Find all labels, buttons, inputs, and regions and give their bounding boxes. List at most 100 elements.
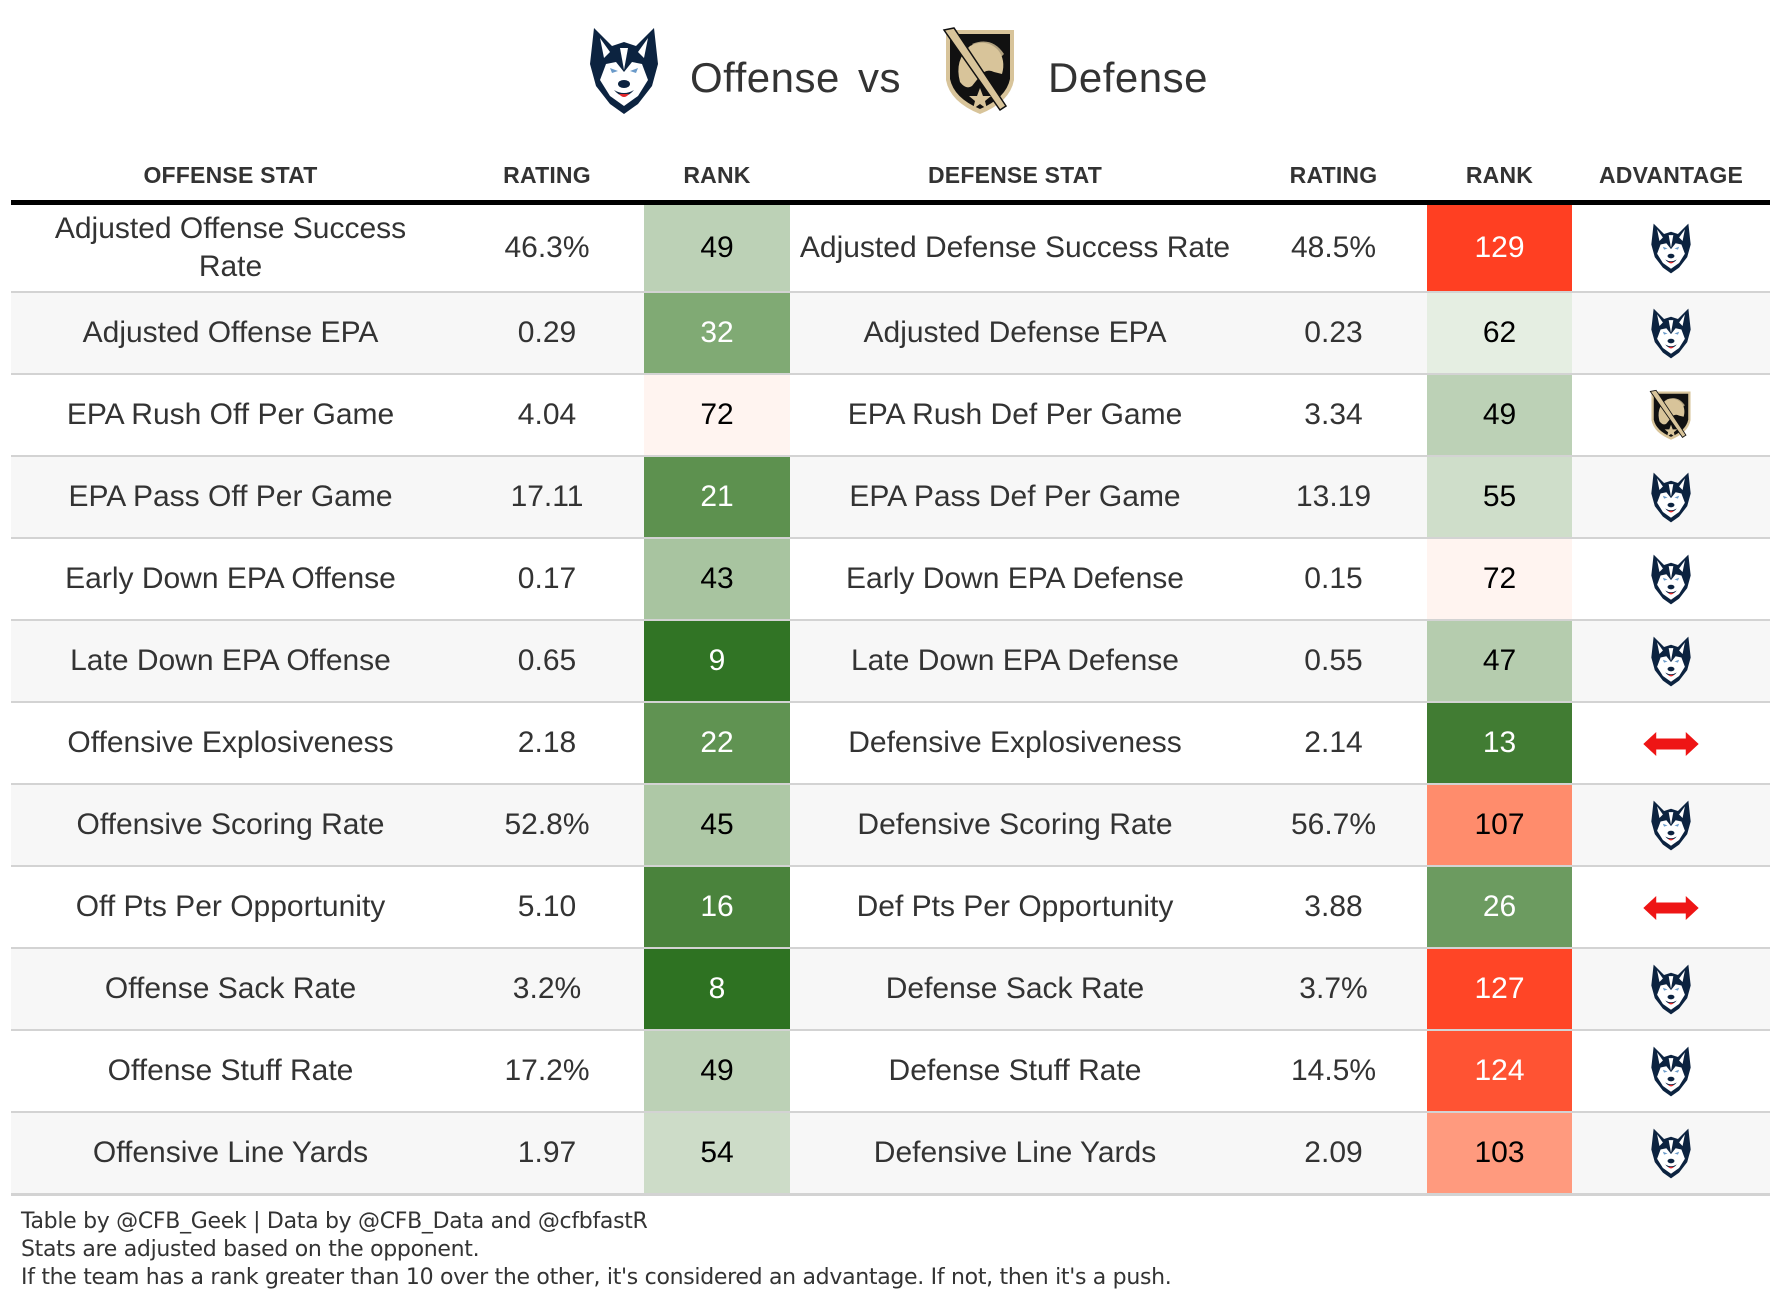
army-black-knight-icon [1648, 388, 1694, 442]
defense-rating-cell: 0.55 [1240, 620, 1427, 703]
table-row: EPA Pass Off Per Game 17.11 21 EPA Pass Def… [11, 456, 1770, 539]
defense-stat-cell: Defense Stuff Rate [790, 1030, 1240, 1113]
advantage-cell [1572, 292, 1770, 375]
header-defense-stat: DEFENSE STAT [790, 150, 1240, 205]
offense-stat-cell: EPA Pass Off Per Game [11, 456, 450, 539]
offense-stat-cell: Offensive Scoring Rate [11, 784, 450, 867]
push-arrow-icon [1643, 896, 1699, 920]
table-row: Early Down EPA Offense 0.17 43 Early Down E… [11, 538, 1770, 621]
advantage-cell [1572, 374, 1770, 457]
offense-rating-cell: 0.65 [450, 620, 644, 703]
offense-rating-cell: 4.04 [450, 374, 644, 457]
table-row: Late Down EPA Offense 0.65 9 Late Down EPA … [11, 620, 1770, 703]
uconn-husky-icon [1649, 1126, 1693, 1181]
defense-rating-cell: 0.23 [1240, 292, 1427, 375]
offense-rank-cell: 54 [644, 1112, 790, 1196]
defense-rank-cell: 49 [1427, 374, 1572, 457]
defense-rank-cell: 129 [1427, 202, 1572, 293]
offense-stat-cell: Early Down EPA Offense [11, 538, 450, 621]
offense-stat-cell: Late Down EPA Offense [11, 620, 450, 703]
uconn-husky-logo-icon [586, 24, 662, 118]
offense-rating-cell: 3.2% [450, 948, 644, 1031]
uconn-husky-icon [1649, 221, 1693, 276]
defense-rating-cell: 3.34 [1240, 374, 1427, 457]
advantage-cell [1572, 948, 1770, 1031]
defense-stat-cell: Def Pts Per Opportunity [790, 866, 1240, 949]
offense-rating-cell: 0.17 [450, 538, 644, 621]
uconn-husky-icon [1649, 634, 1693, 689]
advantage-cell [1572, 620, 1770, 703]
advantage-cell [1572, 456, 1770, 539]
offense-stat-cell: Offense Sack Rate [11, 948, 450, 1031]
advantage-cell [1572, 784, 1770, 867]
defense-stat-cell: Late Down EPA Defense [790, 620, 1240, 703]
defense-rank-cell: 124 [1427, 1030, 1572, 1113]
table-row: Off Pts Per Opportunity 5.10 16 Def Pts Per… [11, 866, 1770, 949]
footer-adjusted-note: Stats are adjusted based on the opponent… [21, 1237, 480, 1262]
uconn-husky-icon [1649, 306, 1693, 361]
uconn-husky-icon [1649, 798, 1693, 853]
offense-stat-cell: Off Pts Per Opportunity [11, 866, 450, 949]
table-row: Offense Sack Rate 3.2% 8 Defense Sack Rate 3… [11, 948, 1770, 1031]
offense-rank-cell: 16 [644, 866, 790, 949]
offense-stat-cell: EPA Rush Off Per Game [11, 374, 450, 457]
offense-rank-cell: 8 [644, 948, 790, 1031]
table-row: Offense Stuff Rate 17.2% 49 Defense Stuff R… [11, 1030, 1770, 1113]
table-row: Adjusted Offense Success Rate 46.3% 49 Adju… [11, 202, 1770, 293]
offense-rating-cell: 2.18 [450, 702, 644, 785]
table-row: Offensive Explosiveness 2.18 22 Defensive E… [11, 702, 1770, 785]
defense-stat-cell: Defensive Scoring Rate [790, 784, 1240, 867]
defense-rating-cell: 2.09 [1240, 1112, 1427, 1196]
defense-rank-cell: 103 [1427, 1112, 1572, 1196]
offense-rank-cell: 45 [644, 784, 790, 867]
header-advantage: ADVANTAGE [1572, 150, 1770, 205]
offense-rank-cell: 43 [644, 538, 790, 621]
matchup-stats-table: OFFENSE STAT RATING RANK DEFENSE STAT RA… [11, 150, 1770, 1196]
offense-rank-cell: 32 [644, 292, 790, 375]
defense-rank-cell: 55 [1427, 456, 1572, 539]
uconn-husky-icon [1649, 962, 1693, 1017]
defense-stat-cell: Early Down EPA Defense [790, 538, 1240, 621]
defense-rank-cell: 127 [1427, 948, 1572, 1031]
defense-rating-cell: 13.19 [1240, 456, 1427, 539]
defense-rating-cell: 3.7% [1240, 948, 1427, 1031]
defense-rank-cell: 62 [1427, 292, 1572, 375]
defense-stat-cell: EPA Rush Def Per Game [790, 374, 1240, 457]
defense-rank-cell: 26 [1427, 866, 1572, 949]
army-black-knight-logo-icon [940, 24, 1020, 118]
defense-stat-cell: EPA Pass Def Per Game [790, 456, 1240, 539]
table-row: Adjusted Offense EPA 0.29 32 Adjusted Defen… [11, 292, 1770, 375]
defense-rating-cell: 14.5% [1240, 1030, 1427, 1113]
header-defense-rating: RATING [1240, 150, 1427, 205]
advantage-cell [1572, 1112, 1770, 1196]
defense-rank-cell: 107 [1427, 784, 1572, 867]
offense-rating-cell: 46.3% [450, 202, 644, 293]
advantage-cell [1572, 1030, 1770, 1113]
offense-rating-cell: 17.2% [450, 1030, 644, 1113]
defense-stat-cell: Adjusted Defense EPA [790, 292, 1240, 375]
footer-notes: Table by @CFB_Geek | Data by @CFB_Data a… [21, 1208, 1172, 1292]
offense-rank-cell: 22 [644, 702, 790, 785]
defense-rank-cell: 72 [1427, 538, 1572, 621]
defense-rating-cell: 2.14 [1240, 702, 1427, 785]
uconn-husky-icon [1649, 470, 1693, 525]
title-vs-label: vs [858, 54, 901, 101]
table-row: EPA Rush Off Per Game 4.04 72 EPA Rush Def … [11, 374, 1770, 457]
defense-rating-cell: 3.88 [1240, 866, 1427, 949]
header-offense-stat: OFFENSE STAT [11, 150, 450, 205]
offense-rating-cell: 17.11 [450, 456, 644, 539]
offense-stat-cell: Offensive Line Yards [11, 1112, 450, 1196]
offense-rating-cell: 52.8% [450, 784, 644, 867]
advantage-cell [1572, 538, 1770, 621]
advantage-cell [1572, 202, 1770, 293]
title-defense-label: Defense [1048, 54, 1208, 101]
offense-stat-cell: Offense Stuff Rate [11, 1030, 450, 1113]
header-offense-rank: RANK [644, 150, 790, 205]
table-body: Adjusted Offense Success Rate 46.3% 49 Adju… [11, 202, 1770, 1196]
footer-credit: Table by @CFB_Geek | Data by @CFB_Data a… [21, 1209, 648, 1234]
table-row: Offensive Scoring Rate 52.8% 45 Defensive S… [11, 784, 1770, 867]
offense-rating-cell: 0.29 [450, 292, 644, 375]
defense-stat-cell: Defensive Explosiveness [790, 702, 1240, 785]
defense-rank-cell: 47 [1427, 620, 1572, 703]
defense-rating-cell: 48.5% [1240, 202, 1427, 293]
